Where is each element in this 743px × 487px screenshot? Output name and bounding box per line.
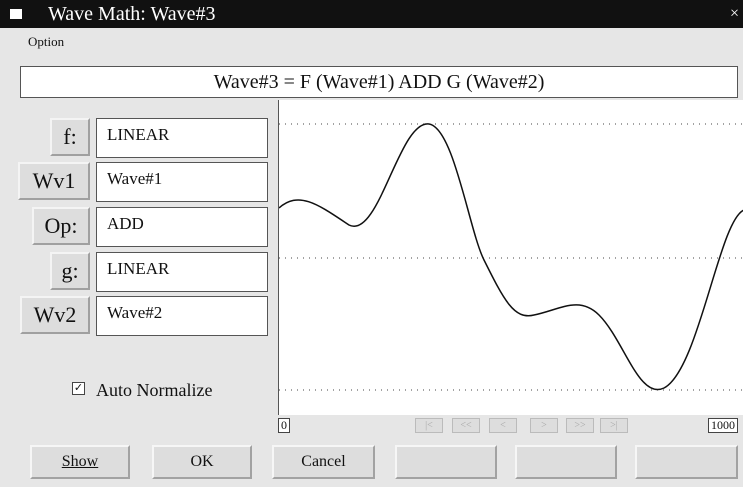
nav-button[interactable]: < — [489, 418, 517, 433]
checkbox[interactable]: ✓ — [72, 382, 85, 395]
blank-button[interactable] — [515, 445, 617, 479]
nav-button[interactable]: |< — [415, 418, 443, 433]
formula: Wave#3 = F (Wave#1) ADD G (Wave#2) — [20, 66, 738, 98]
field[interactable]: Wave#1 — [96, 162, 268, 202]
show-button[interactable]: Show — [30, 445, 130, 479]
nav-button[interactable]: << — [452, 418, 480, 433]
title-bar: Wave Math: Wave#3 — [0, 0, 743, 28]
field[interactable]: Wave#2 — [96, 296, 268, 336]
ok-button[interactable]: OK — [152, 445, 252, 479]
label-button[interactable]: Wv2 — [20, 296, 90, 334]
plot — [278, 100, 743, 415]
label-button[interactable]: g: — [50, 252, 90, 290]
label-button[interactable]: f: — [50, 118, 90, 156]
field[interactable]: LINEAR — [96, 118, 268, 158]
field[interactable]: LINEAR — [96, 252, 268, 292]
label-button[interactable]: Wv1 — [18, 162, 90, 200]
field[interactable]: ADD — [96, 207, 268, 247]
nav-button[interactable]: > — [530, 418, 558, 433]
waveform — [278, 123, 743, 391]
label-button[interactable]: Op: — [32, 207, 90, 245]
wave — [278, 123, 743, 391]
cancel-button[interactable]: Cancel — [272, 445, 375, 479]
title: Wave Math: Wave#3 — [48, 3, 216, 25]
checkbox-label[interactable]: Auto Normalize — [96, 380, 213, 400]
nav-button[interactable]: >> — [566, 418, 594, 433]
blank-button[interactable] — [635, 445, 738, 479]
nav-button[interactable]: >| — [600, 418, 628, 433]
close-button[interactable]: × — [729, 5, 739, 22]
range-start: 0 — [278, 418, 290, 433]
menu-item[interactable]: Option — [28, 34, 65, 49]
window-icon[interactable] — [10, 9, 22, 19]
range-end: 1000 — [708, 418, 738, 433]
blank-button[interactable] — [395, 445, 497, 479]
